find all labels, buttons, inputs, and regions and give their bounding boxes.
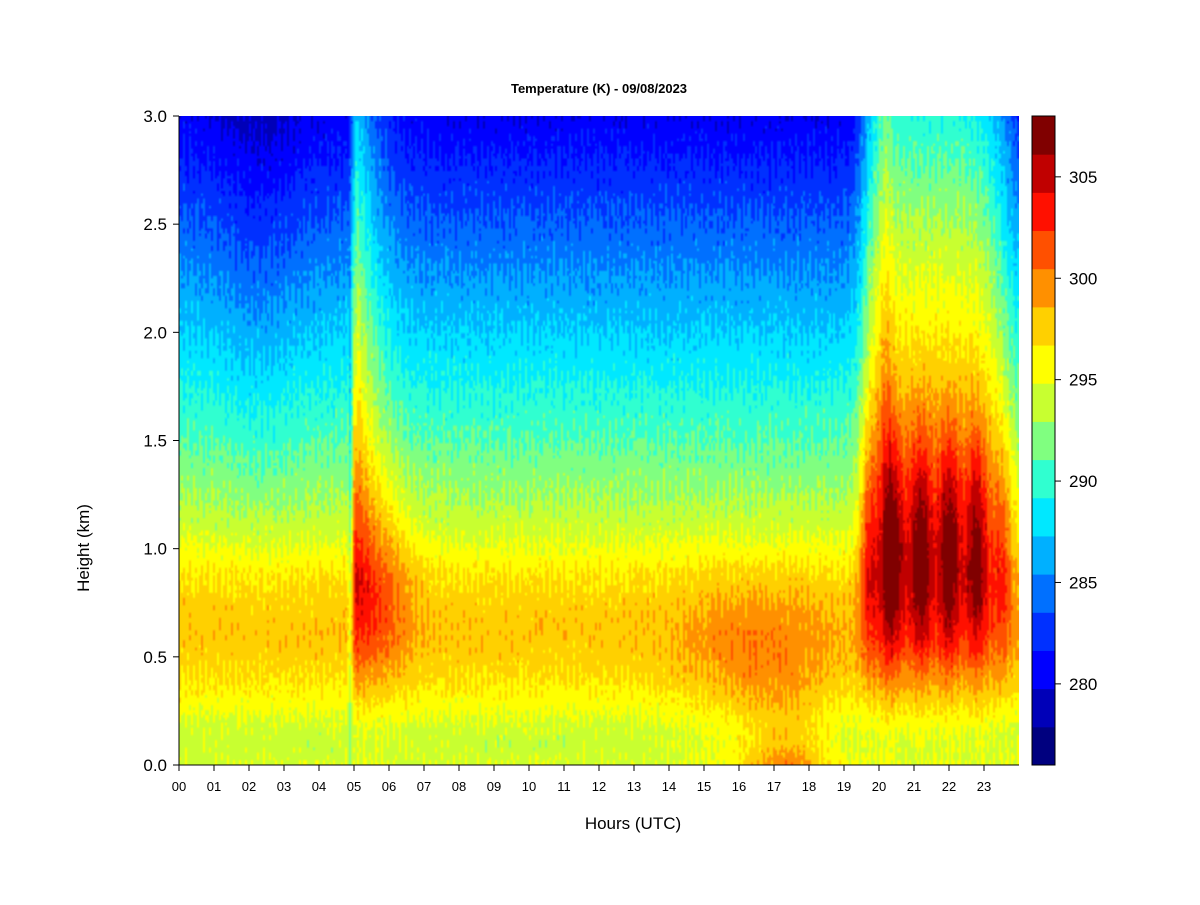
colorbar-bin — [1032, 268, 1055, 308]
colorbar-tick-label: 295 — [1069, 371, 1097, 390]
y-tick-label: 2.0 — [143, 323, 167, 342]
x-tick-label: 03 — [277, 779, 291, 794]
colorbar-bin — [1032, 230, 1055, 270]
colorbar-bin — [1032, 574, 1055, 613]
plot-area — [179, 116, 1019, 765]
colorbar-bin — [1032, 421, 1055, 461]
colorbar-bin — [1032, 459, 1055, 499]
x-tick-label: 01 — [207, 779, 221, 794]
x-tick-label: 00 — [172, 779, 186, 794]
colorbar-tick-label: 280 — [1069, 675, 1097, 694]
colorbar-tick-label: 300 — [1069, 269, 1097, 288]
x-tick-label: 02 — [242, 779, 256, 794]
colorbar-bin — [1032, 612, 1055, 651]
colorbar-bin — [1032, 345, 1055, 384]
x-tick-label: 06 — [382, 779, 396, 794]
colorbar-bin — [1032, 535, 1055, 575]
y-tick-label: 0.5 — [143, 648, 167, 667]
colorbar-bin — [1032, 688, 1055, 728]
y-tick-label: 2.5 — [143, 215, 167, 234]
x-tick-label: 18 — [802, 779, 816, 794]
chart-title: Temperature (K) - 09/08/2023 — [511, 81, 687, 96]
colorbar-bin — [1032, 306, 1055, 346]
y-tick-label: 3.0 — [143, 107, 167, 126]
x-tick-label: 12 — [592, 779, 606, 794]
x-tick-label: 11 — [557, 779, 571, 794]
y-tick-label: 1.5 — [143, 432, 167, 451]
y-tick-label: 0.0 — [143, 756, 167, 775]
colorbar-bin — [1032, 497, 1055, 537]
colorbar-bin — [1032, 383, 1055, 422]
colorbar-bin — [1032, 116, 1055, 155]
colorbar-tick-label: 290 — [1069, 472, 1097, 491]
x-tick-label: 23 — [977, 779, 991, 794]
colorbar-bin — [1032, 650, 1055, 690]
x-tick-label: 19 — [837, 779, 851, 794]
y-axis-label: Height (km) — [74, 504, 93, 592]
heatmap-field — [179, 116, 1019, 765]
x-tick-label: 10 — [522, 779, 536, 794]
x-tick-label: 20 — [872, 779, 886, 794]
x-tick-label: 22 — [942, 779, 956, 794]
x-tick-label: 17 — [767, 779, 781, 794]
x-tick-label: 09 — [487, 779, 501, 794]
x-tick-label: 04 — [312, 779, 326, 794]
x-axis-label: Hours (UTC) — [585, 814, 681, 833]
colorbar-bin — [1032, 192, 1055, 232]
x-tick-label: 21 — [907, 779, 921, 794]
colorbar-bin — [1032, 154, 1055, 193]
x-tick-label: 13 — [627, 779, 641, 794]
x-tick-label: 05 — [347, 779, 361, 794]
colorbar-bin — [1032, 726, 1055, 766]
colorbar: 280 285 290 295 300 305 — [1031, 115, 1097, 766]
x-tick-label: 07 — [417, 779, 431, 794]
x-tick-label: 08 — [452, 779, 466, 794]
colorbar-tick-label: 305 — [1069, 168, 1097, 187]
x-tick-label: 16 — [732, 779, 746, 794]
x-tick-label: 14 — [662, 779, 676, 794]
y-tick-label: 1.0 — [143, 540, 167, 559]
x-tick-label: 15 — [697, 779, 711, 794]
colorbar-frame — [1031, 115, 1056, 766]
axes: 0.0 0.5 1.0 1.5 2.0 2.5 3.0 00 01 02 03 04 05 06 07 08 0… — [143, 107, 1019, 794]
colorbar-tick-label: 285 — [1069, 573, 1097, 592]
